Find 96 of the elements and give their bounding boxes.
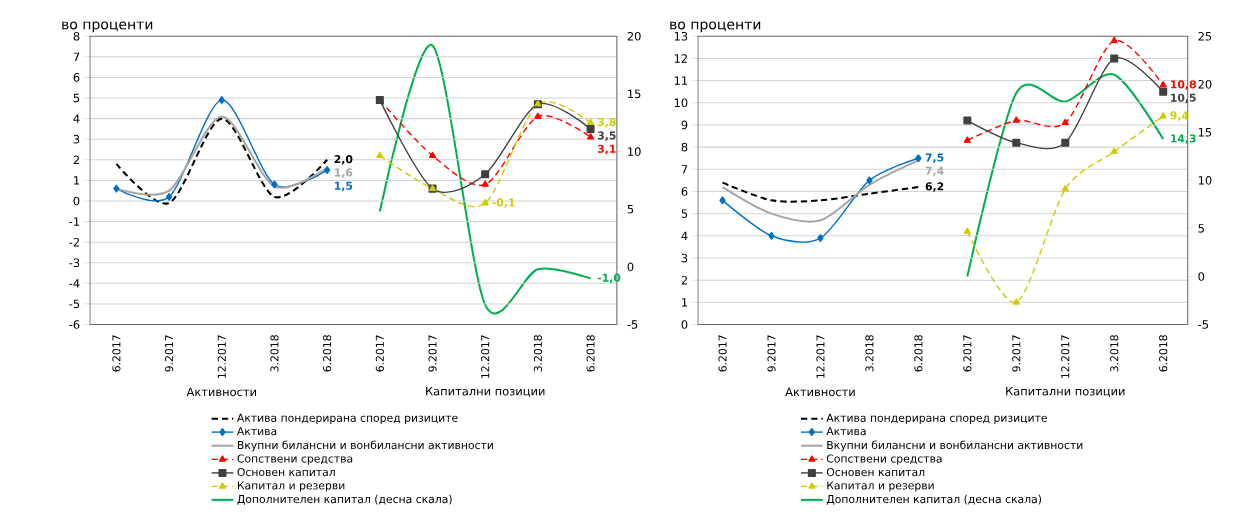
x-tick-label: 12.2017: [1061, 335, 1070, 378]
x-tick-label: 6.2017: [718, 335, 727, 372]
y-tick-label: 6: [73, 73, 80, 82]
legend-label: Сопствени средства: [237, 454, 353, 465]
y2-tick-label: 20: [627, 31, 641, 41]
x-tick-label: 9.2017: [165, 335, 174, 372]
y-tick-label: 7: [73, 52, 80, 61]
x-tick-label: 9.2017: [428, 335, 437, 372]
y-tick-label: -3: [69, 258, 80, 267]
y2-tick-label: 10: [1198, 175, 1212, 185]
y-tick-label: 4: [73, 114, 80, 123]
data-label: 7,5: [925, 153, 944, 163]
legend-label: Актива пондерирана според ризиците: [236, 413, 458, 424]
data-label: -0,1: [492, 198, 515, 208]
legend-label: Актива: [236, 427, 277, 436]
y-tick-label: 8: [681, 142, 688, 152]
y2-tick-label: 10: [628, 147, 641, 156]
data-label: 10,8: [1171, 80, 1196, 90]
y-tick-label: -1: [69, 217, 80, 226]
y-tick-label: 7: [681, 165, 688, 174]
y-tick-label: 6: [681, 187, 688, 196]
x-tick-label: 6.2018: [586, 335, 595, 372]
data-label: 2,0: [334, 154, 353, 165]
x-tick-label: 3.2018: [533, 335, 542, 372]
y-tick-label: -5: [69, 299, 80, 309]
text: Активности: [186, 387, 257, 397]
y2-tick-label: 5: [1198, 224, 1204, 233]
text: Капитални позиции: [1006, 386, 1125, 397]
y2-tick-label: -5: [1198, 320, 1209, 329]
x-tick-label: 3.2018: [1110, 335, 1119, 372]
y-tick-label: -4: [69, 279, 80, 288]
y-tick-label: 4: [681, 231, 688, 240]
y-tick-label: 5: [681, 209, 688, 218]
y2-tick-label: 5: [627, 204, 634, 214]
y-tick-label: 8: [73, 31, 80, 41]
data-label: 7,4: [925, 166, 944, 177]
y-tick-label: 0: [681, 320, 688, 329]
y-tick-label: 3: [681, 253, 688, 263]
text: Активности: [785, 387, 855, 397]
x-tick-label: 9.2017: [767, 335, 776, 372]
y-tick-label: 5: [73, 93, 80, 103]
legend-label: Капитал и резерви: [237, 481, 345, 492]
y-tick-label: 1: [74, 176, 80, 185]
y-tick-label: 2: [681, 275, 687, 285]
x-tick-label: 6.2017: [375, 335, 384, 372]
x-tick-label: 6.2018: [1159, 335, 1168, 372]
x-tick-label: 6.2018: [914, 335, 923, 372]
legend-label: Сопствени средства: [826, 454, 942, 465]
y-tick-label: 1: [682, 298, 688, 307]
legend-label: Дополнителен капитал (десна скала): [237, 494, 452, 505]
x-tick-label: 3.2018: [270, 335, 279, 372]
legend-label: Вкупни билансни и вонбилансни активности: [827, 440, 1083, 452]
y-tick-label: 13: [674, 31, 688, 41]
y-axis-title: во проценти: [62, 21, 153, 33]
x-tick-label: 3.2018: [865, 335, 874, 372]
legend-label: Актива: [826, 427, 866, 436]
x-tick-label: 12.2017: [816, 335, 825, 378]
y2-tick-label: 15: [1198, 128, 1212, 137]
x-tick-label: 12.2017: [217, 335, 226, 378]
text: Капитални позиции: [426, 386, 545, 397]
y-axis-title: во проценти: [670, 21, 761, 33]
legend-label: Основен капитал: [237, 467, 335, 477]
y2-tick-label: 20: [1198, 79, 1212, 89]
data-label: 3,1: [597, 144, 616, 155]
y-tick-label: 3: [73, 134, 80, 144]
y-tick-label: -2: [69, 237, 79, 247]
y-tick-label: 2: [73, 155, 79, 164]
y-tick-label: 10: [674, 98, 688, 108]
legend-label: Актива пондерирана според ризиците: [826, 413, 1047, 424]
data-label: 14,3: [1171, 134, 1196, 144]
y-tick-label: 9: [681, 120, 688, 130]
data-label: 3,8: [597, 117, 616, 128]
data-label: 1,6: [334, 168, 353, 178]
legend-label: Вкупни билансни и вонбилансни активности: [237, 440, 493, 452]
y2-tick-label: 0: [627, 262, 634, 272]
y-tick-label: 0: [73, 196, 80, 206]
x-tick-label: 6.2017: [112, 335, 121, 372]
x-tick-label: 6.2018: [323, 335, 332, 372]
y2-tick-label: 25: [1198, 31, 1212, 41]
legend-label: Основен капитал: [826, 467, 925, 477]
y-tick-label: 12: [674, 54, 687, 63]
x-tick-label: 9.2017: [1012, 335, 1021, 372]
y2-tick-label: -5: [627, 320, 638, 329]
y-tick-label: -6: [69, 320, 80, 329]
data-label: 9,4: [1170, 111, 1189, 121]
data-label: -1,0: [597, 273, 621, 284]
legend-label: Капитал и резерви: [827, 481, 934, 492]
y2-tick-label: 15: [628, 89, 641, 99]
y-tick-label: 11: [674, 76, 688, 85]
x-tick-label: 12.2017: [481, 335, 490, 378]
data-label: 6,2: [925, 182, 944, 192]
data-label: 3,5: [597, 131, 616, 141]
legend-label: Дополнителен капитал (десна скала): [826, 494, 1042, 505]
x-tick-label: 6.2017: [963, 335, 972, 372]
y2-tick-label: 0: [1198, 272, 1205, 281]
data-label: 1,5: [334, 181, 353, 192]
